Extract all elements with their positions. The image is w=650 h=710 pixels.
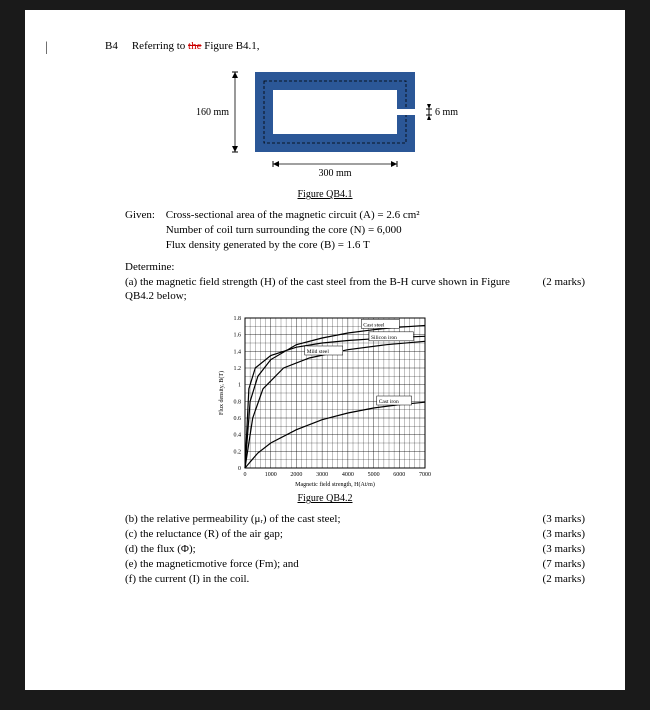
svg-text:Mild steel: Mild steel	[307, 349, 330, 355]
svg-text:0.6: 0.6	[234, 416, 242, 422]
svg-text:1.6: 1.6	[234, 333, 242, 339]
svg-text:3000: 3000	[316, 472, 328, 478]
svg-text:Silicon iron: Silicon iron	[371, 335, 397, 341]
part-text: (b) the relative permeability (μᵣ) of th…	[125, 512, 523, 527]
intro-post: Figure B4.1,	[202, 40, 260, 52]
given-block: Given: Cross-sectional area of the magne…	[125, 208, 585, 253]
svg-text:0.8: 0.8	[234, 400, 242, 406]
part-text: (a) the magnetic field strength (H) of t…	[125, 275, 523, 305]
part-marks: (7 marks)	[543, 557, 585, 572]
part-text: (e) the magneticmotive force (Fm); and	[125, 557, 523, 572]
figure1-caption: Figure QB4.1	[65, 189, 585, 200]
figure-qb41: 160 mm 300 mm 6 mm	[65, 62, 585, 185]
part-a: (a) the magnetic field strength (H) of t…	[125, 275, 585, 305]
figure2-caption: Figure QB4.2	[65, 493, 585, 504]
svg-text:2000: 2000	[290, 472, 302, 478]
svg-text:6 mm: 6 mm	[435, 107, 458, 118]
svg-text:300 mm: 300 mm	[318, 168, 351, 179]
svg-text:4000: 4000	[342, 472, 354, 478]
part-text: (c) the reluctance (R) of the air gap;	[125, 527, 523, 542]
part-b: (b) the relative permeability (μᵣ) of th…	[125, 512, 585, 527]
margin-marker: |	[45, 40, 48, 56]
part-e: (e) the magneticmotive force (Fm); and (…	[125, 557, 585, 572]
part-marks: (3 marks)	[543, 542, 585, 557]
svg-text:0: 0	[238, 466, 241, 472]
svg-text:7000: 7000	[419, 472, 431, 478]
given-line: Flux density generated by the core (B) =…	[166, 239, 370, 251]
svg-text:Cast steel: Cast steel	[363, 323, 385, 329]
question-intro: Referring to the Figure B4.1,	[132, 40, 260, 52]
intro-pre: Referring to	[132, 40, 188, 52]
intro-strike: the	[188, 40, 201, 52]
bh-curve-chart: 0 1000 2000 3000 4000 5000 6000 7000 0 0.2 0.4 0.6 0…	[215, 308, 435, 488]
document-page: | B4 Referring to the Figure B4.1, 160 m…	[25, 10, 625, 690]
part-text: (f) the current (I) in the coil.	[125, 572, 523, 587]
question-number: B4	[105, 40, 118, 52]
magnetic-core-diagram: 160 mm 300 mm 6 mm	[185, 62, 465, 182]
part-marks: (2 marks)	[543, 572, 585, 587]
svg-text:5000: 5000	[368, 472, 380, 478]
given-lines: Cross-sectional area of the magnetic cir…	[166, 208, 420, 253]
part-d: (d) the flux (Φ); (3 marks)	[125, 542, 585, 557]
part-marks: (3 marks)	[543, 512, 585, 527]
svg-text:0.2: 0.2	[234, 450, 242, 456]
svg-text:1: 1	[238, 383, 241, 389]
part-f: (f) the current (I) in the coil. (2 mark…	[125, 572, 585, 587]
svg-text:Flux density, B(T): Flux density, B(T)	[218, 371, 225, 415]
svg-text:Cast iron: Cast iron	[379, 399, 399, 405]
given-label: Given:	[125, 208, 163, 223]
part-c: (c) the reluctance (R) of the air gap; (…	[125, 527, 585, 542]
part-marks: (2 marks)	[543, 275, 585, 305]
svg-text:0.4: 0.4	[234, 433, 242, 439]
svg-text:Magnetic field strength, H(At/: Magnetic field strength, H(At/m)	[295, 481, 375, 488]
svg-text:1.8: 1.8	[234, 316, 242, 322]
question-header: B4 Referring to the Figure B4.1,	[105, 40, 585, 52]
part-text: (d) the flux (Φ);	[125, 542, 523, 557]
given-line: Number of coil turn surrounding the core…	[166, 224, 402, 236]
svg-text:160 mm: 160 mm	[196, 107, 229, 118]
svg-text:1000: 1000	[265, 472, 277, 478]
given-line: Cross-sectional area of the magnetic cir…	[166, 209, 420, 221]
svg-text:0: 0	[244, 472, 247, 478]
determine-label: Determine:	[125, 261, 585, 273]
figure-qb42: 0 1000 2000 3000 4000 5000 6000 7000 0 0.2 0.4 0.6 0…	[65, 308, 585, 491]
svg-text:1.4: 1.4	[234, 350, 242, 356]
svg-text:1.2: 1.2	[234, 366, 242, 372]
part-marks: (3 marks)	[543, 527, 585, 542]
svg-text:6000: 6000	[393, 472, 405, 478]
